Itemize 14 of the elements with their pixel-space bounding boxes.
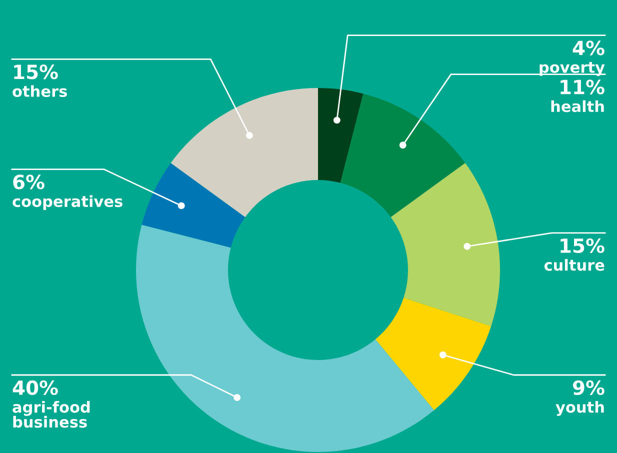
data-label: 6%	[13, 174, 44, 190]
slice-label: agri-food business	[12, 401, 90, 428]
slice-label: others	[12, 85, 67, 98]
slice-label: health	[551, 100, 604, 112]
slice-label: youth	[556, 401, 604, 416]
data-label: 40%	[12, 380, 58, 396]
data-label: 9%	[572, 380, 604, 396]
slice-label: culture	[544, 258, 604, 271]
slice-label: cooperatives	[12, 195, 122, 210]
data-label: 11%	[560, 80, 604, 94]
slice-label: poverty	[540, 62, 605, 76]
data-label: 15%	[560, 238, 604, 254]
data-label: 15%	[14, 64, 58, 80]
data-label: 4%	[572, 40, 604, 56]
